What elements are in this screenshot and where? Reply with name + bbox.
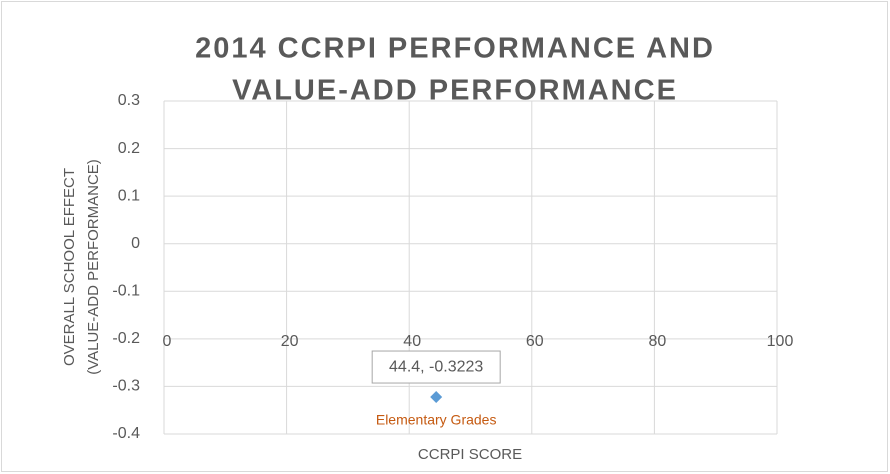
y-tick-label: 0.1	[118, 187, 140, 204]
point	[430, 391, 443, 404]
y-tick-label: -0.1	[112, 283, 140, 300]
data-label: 44.4, -0.3223	[389, 358, 483, 375]
chart-title: VALUE-ADD PERFORMANCE	[232, 75, 678, 107]
x-tick-label: 0	[163, 333, 172, 350]
x-axis-title: CCRPI SCORE	[418, 446, 522, 463]
y-tick-label: 0.2	[118, 140, 140, 157]
y-tick-label: -0.2	[112, 330, 140, 347]
y-tick-label: -0.3	[112, 378, 140, 395]
y-tick-label: -0.4	[112, 425, 140, 442]
x-tick-label: 100	[767, 333, 794, 350]
data-label-box	[371, 350, 501, 384]
chart-title: 2014 CCRPI PERFORMANCE AND	[195, 33, 715, 65]
y-tick-label: 0.3	[118, 92, 140, 109]
y-axis-title: (VALUE-ADD PERFORMANCE)	[85, 159, 102, 375]
x-tick-label: 60	[526, 333, 544, 350]
series-label: Elementary Grades	[376, 412, 497, 428]
x-tick-label: 80	[649, 333, 667, 350]
x-tick-label: 20	[281, 333, 299, 350]
x-tick-label: 40	[403, 333, 421, 350]
y-tick-label: 0	[131, 235, 140, 252]
y-axis-title: OVERALL SCHOOL EFFECT	[61, 168, 78, 366]
